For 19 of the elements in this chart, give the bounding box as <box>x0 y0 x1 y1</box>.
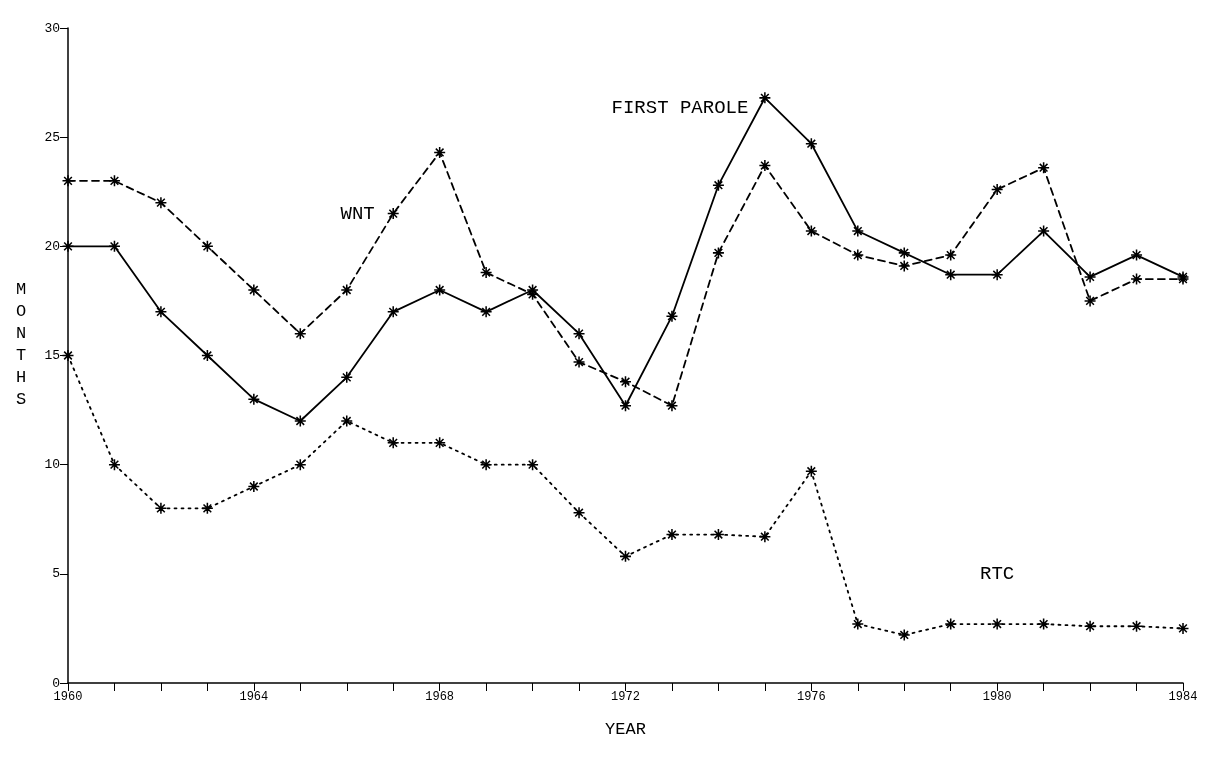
series-label: FIRST PAROLE <box>611 96 749 119</box>
y-tick-label: 0 <box>52 675 60 691</box>
series-label: RTC <box>980 563 1015 586</box>
x-tick-label: 1984 <box>1168 690 1198 704</box>
y-tick-label: 10 <box>44 457 60 473</box>
x-tick-label: 1960 <box>53 690 83 704</box>
x-tick-label: 1968 <box>425 690 455 704</box>
series-label: WNT <box>340 202 375 225</box>
y-tick-label: 20 <box>44 238 60 254</box>
y-tick-label: 5 <box>52 566 60 582</box>
y-axis-title: MONTHS <box>16 279 27 409</box>
y-tick-label: 25 <box>44 129 60 145</box>
y-tick-label: 15 <box>44 348 60 363</box>
x-axis-title: YEAR <box>605 720 646 739</box>
x-tick-label: 1972 <box>611 690 640 704</box>
y-tick-label: 30 <box>44 20 60 36</box>
x-tick-label: 1976 <box>796 690 826 704</box>
x-tick-label: 1980 <box>982 690 1012 704</box>
x-tick-label: 1964 <box>239 690 269 704</box>
